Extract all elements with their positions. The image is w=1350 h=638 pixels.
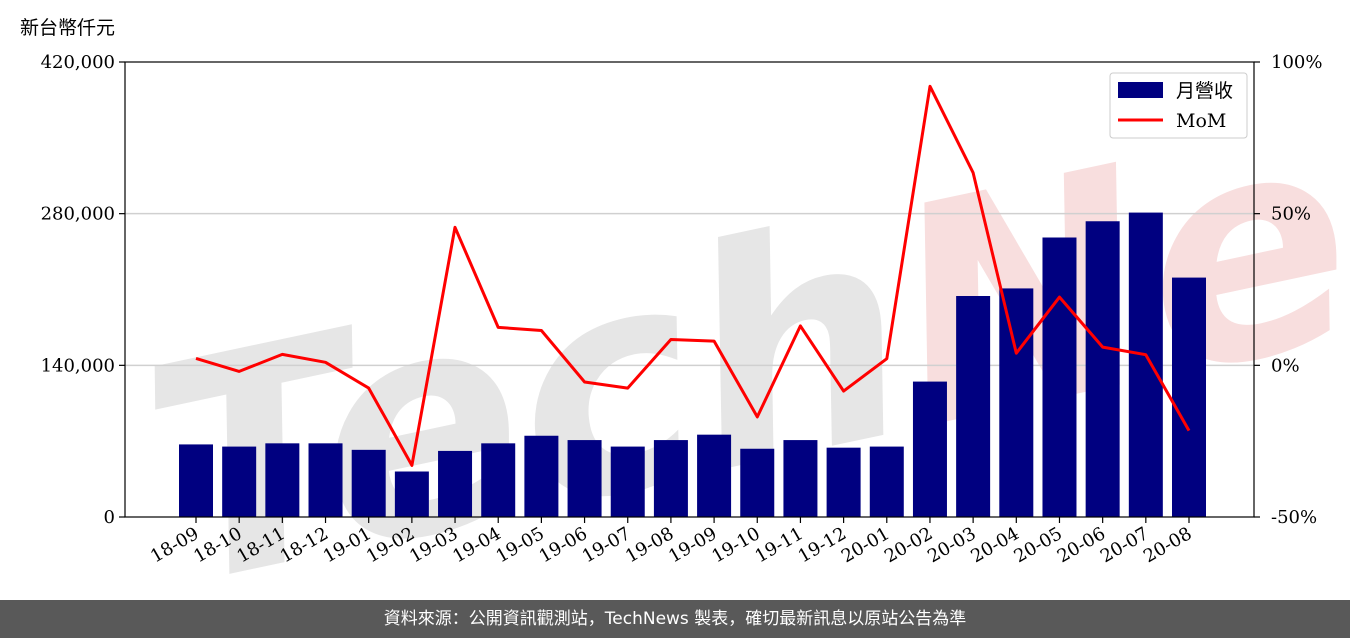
x-tick-label: 19-11 xyxy=(751,523,806,567)
bar-20-08 xyxy=(1172,277,1206,517)
x-tick-label: 20-07 xyxy=(1097,523,1152,567)
bar-19-07 xyxy=(610,446,645,517)
bar-20-02 xyxy=(912,381,947,517)
x-tick-label: 18-12 xyxy=(277,523,332,567)
bar-20-01 xyxy=(869,446,904,517)
right-tick-label: 50% xyxy=(1271,204,1311,225)
bar-18-11 xyxy=(265,443,300,517)
x-tick-label: 19-02 xyxy=(363,523,418,567)
x-tick-label: 20-06 xyxy=(1054,523,1109,567)
x-tick-label: 20-03 xyxy=(924,523,979,567)
bar-18-10 xyxy=(222,446,257,517)
x-tick-label: 20-04 xyxy=(967,523,1022,567)
legend-label-mom: MoM xyxy=(1176,110,1226,132)
bar-19-01 xyxy=(351,449,386,517)
left-tick-label: 0 xyxy=(104,507,115,528)
bar-19-04 xyxy=(481,443,516,517)
bar-18-09 xyxy=(179,444,213,517)
x-tick-label: 19-06 xyxy=(536,523,591,567)
bar-20-05 xyxy=(1042,237,1077,517)
bar-19-12 xyxy=(826,447,861,517)
bar-19-10 xyxy=(740,448,775,517)
left-axis-unit-label: 新台幣仟元 xyxy=(20,17,116,39)
x-tick-label: 19-04 xyxy=(449,523,504,567)
x-tick-label: 19-01 xyxy=(320,523,375,567)
x-tick-label: 20-02 xyxy=(881,523,936,567)
source-footer: 資料來源：公開資訊觀測站，TechNews 製表，確切最新訊息以原站公告為準 xyxy=(0,600,1350,638)
bar-19-03 xyxy=(438,450,473,517)
bar-20-06 xyxy=(1085,221,1120,517)
x-tick-label: 20-01 xyxy=(838,523,893,567)
x-tick-label: 18-09 xyxy=(147,523,202,567)
bar-19-02 xyxy=(394,471,429,517)
right-tick-label: 100% xyxy=(1271,52,1322,73)
bar-19-05 xyxy=(524,435,559,517)
left-tick-label: 140,000 xyxy=(41,355,115,376)
x-tick-label: 19-12 xyxy=(795,523,850,567)
right-tick-label: -50% xyxy=(1271,507,1317,528)
x-tick-label: 20-05 xyxy=(1011,523,1066,567)
x-tick-label: 19-08 xyxy=(622,523,677,567)
bar-19-08 xyxy=(653,440,688,517)
bar-19-09 xyxy=(697,434,732,517)
left-tick-label: 420,000 xyxy=(41,52,115,73)
plot-frame xyxy=(124,61,1255,518)
bar-18-12 xyxy=(308,443,343,517)
revenue-chart: 0 140,000 280,000 420,000 -50% 0% 50% 100% 18-09… xyxy=(41,52,1323,567)
mom-line xyxy=(195,84,1191,467)
legend-swatch-bar xyxy=(1118,82,1163,98)
x-tick-label: 19-05 xyxy=(492,523,547,567)
x-tick-label: 19-03 xyxy=(406,523,461,567)
bar-20-03 xyxy=(956,296,991,517)
bar-20-07 xyxy=(1128,212,1163,518)
right-tick-label: 0% xyxy=(1271,355,1300,376)
legend-label-revenue: 月營收 xyxy=(1176,80,1233,102)
x-tick-label: 20-08 xyxy=(1140,523,1195,567)
x-tick-label: 18-10 xyxy=(190,523,245,567)
bar-20-04 xyxy=(999,288,1034,517)
x-tick-label: 19-07 xyxy=(579,523,634,567)
x-tick-label: 18-11 xyxy=(233,523,288,567)
bar-19-11 xyxy=(783,440,818,517)
left-tick-label: 280,000 xyxy=(41,204,115,225)
x-tick-label: 19-09 xyxy=(665,523,720,567)
bar-19-06 xyxy=(567,440,602,517)
x-tick-label: 19-10 xyxy=(708,523,763,567)
